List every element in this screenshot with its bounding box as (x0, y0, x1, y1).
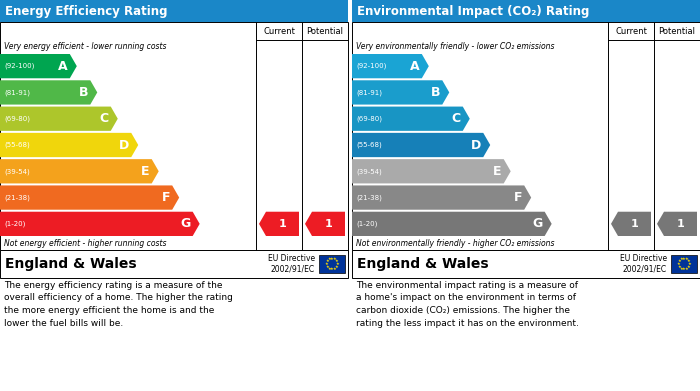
Text: 1: 1 (677, 219, 685, 229)
Bar (671, 255, 697, 273)
Text: Not energy efficient - higher running costs: Not energy efficient - higher running co… (4, 239, 167, 248)
Text: A: A (410, 60, 420, 73)
Text: ★: ★ (330, 267, 334, 271)
Polygon shape (352, 80, 449, 104)
Text: England & Wales: England & Wales (357, 257, 489, 271)
Text: (92-100): (92-100) (356, 63, 386, 69)
Text: Very environmentally friendly - lower CO₂ emissions: Very environmentally friendly - lower CO… (356, 42, 554, 51)
Text: (69-80): (69-80) (4, 115, 30, 122)
Polygon shape (0, 185, 179, 210)
Text: ★: ★ (328, 257, 331, 261)
Polygon shape (352, 212, 552, 236)
Text: (39-54): (39-54) (356, 168, 382, 174)
Bar (319, 255, 345, 273)
Polygon shape (305, 212, 345, 236)
Text: ★: ★ (326, 259, 329, 263)
Text: ★: ★ (335, 262, 340, 266)
Text: ★: ★ (685, 267, 689, 271)
Polygon shape (0, 54, 77, 78)
Text: Energy Efficiency Rating: Energy Efficiency Rating (5, 5, 167, 18)
Polygon shape (352, 185, 531, 210)
Text: (81-91): (81-91) (4, 89, 30, 96)
Text: D: D (471, 138, 481, 151)
Text: (21-38): (21-38) (4, 194, 30, 201)
Text: ★: ★ (332, 267, 337, 271)
Text: ★: ★ (680, 257, 683, 261)
Text: (39-54): (39-54) (4, 168, 29, 174)
Text: ★: ★ (687, 265, 691, 269)
Text: F: F (162, 191, 170, 204)
Text: (55-68): (55-68) (356, 142, 382, 148)
Text: ★: ★ (330, 256, 334, 260)
Text: B: B (430, 86, 440, 99)
Polygon shape (352, 54, 429, 78)
Text: ★: ★ (678, 265, 681, 269)
Text: E: E (494, 165, 502, 178)
Bar (352, 0, 700, 22)
Text: G: G (181, 217, 190, 230)
Text: (1-20): (1-20) (356, 221, 377, 227)
Text: 1: 1 (325, 219, 332, 229)
Polygon shape (611, 212, 651, 236)
Text: 1: 1 (631, 219, 638, 229)
Text: ★: ★ (682, 267, 686, 271)
Text: ★: ★ (328, 267, 331, 271)
Text: A: A (58, 60, 68, 73)
Polygon shape (0, 133, 138, 157)
Text: EU Directive
2002/91/EC: EU Directive 2002/91/EC (620, 254, 667, 274)
Text: (92-100): (92-100) (4, 63, 34, 69)
Text: ★: ★ (687, 259, 691, 263)
Text: F: F (514, 191, 522, 204)
Bar (0, 0, 348, 22)
Text: The environmental impact rating is a measure of
a home's impact on the environme: The environmental impact rating is a mea… (356, 281, 579, 328)
Text: ★: ★ (685, 257, 689, 261)
Text: Very energy efficient - lower running costs: Very energy efficient - lower running co… (4, 42, 167, 51)
Text: G: G (533, 217, 542, 230)
Text: 1: 1 (279, 219, 286, 229)
Text: Current: Current (263, 27, 295, 36)
Text: ★: ★ (678, 259, 681, 263)
Text: ★: ★ (335, 265, 339, 269)
Bar (352, 250, 700, 278)
Text: (21-38): (21-38) (356, 194, 382, 201)
Bar (352, 22, 700, 250)
Text: The energy efficiency rating is a measure of the
overall efficiency of a home. T: The energy efficiency rating is a measur… (4, 281, 233, 328)
Text: Potential: Potential (307, 27, 344, 36)
Text: (1-20): (1-20) (4, 221, 25, 227)
Text: C: C (452, 112, 461, 125)
Text: ★: ★ (682, 256, 686, 260)
Polygon shape (352, 159, 511, 183)
Text: E: E (141, 165, 150, 178)
Text: ★: ★ (332, 257, 337, 261)
Text: D: D (119, 138, 130, 151)
Polygon shape (352, 133, 490, 157)
Text: (69-80): (69-80) (356, 115, 382, 122)
Bar (0, 22, 348, 250)
Text: ★: ★ (687, 262, 692, 266)
Text: ★: ★ (680, 267, 683, 271)
Bar (0, 250, 348, 278)
Text: (55-68): (55-68) (4, 142, 29, 148)
Text: EU Directive
2002/91/EC: EU Directive 2002/91/EC (268, 254, 315, 274)
Polygon shape (0, 80, 97, 104)
Polygon shape (0, 159, 159, 183)
Polygon shape (0, 107, 118, 131)
Polygon shape (0, 212, 199, 236)
Text: Current: Current (615, 27, 647, 36)
Polygon shape (259, 212, 299, 236)
Polygon shape (657, 212, 697, 236)
Text: ★: ★ (677, 262, 680, 266)
Text: Not environmentally friendly - higher CO₂ emissions: Not environmentally friendly - higher CO… (356, 239, 554, 248)
Text: B: B (79, 86, 88, 99)
Polygon shape (352, 107, 470, 131)
Text: England & Wales: England & Wales (5, 257, 136, 271)
Text: ★: ★ (326, 265, 329, 269)
Text: Potential: Potential (659, 27, 696, 36)
Text: ★: ★ (335, 259, 339, 263)
Text: (81-91): (81-91) (356, 89, 382, 96)
Text: C: C (99, 112, 108, 125)
Text: ★: ★ (325, 262, 328, 266)
Text: Environmental Impact (CO₂) Rating: Environmental Impact (CO₂) Rating (357, 5, 589, 18)
